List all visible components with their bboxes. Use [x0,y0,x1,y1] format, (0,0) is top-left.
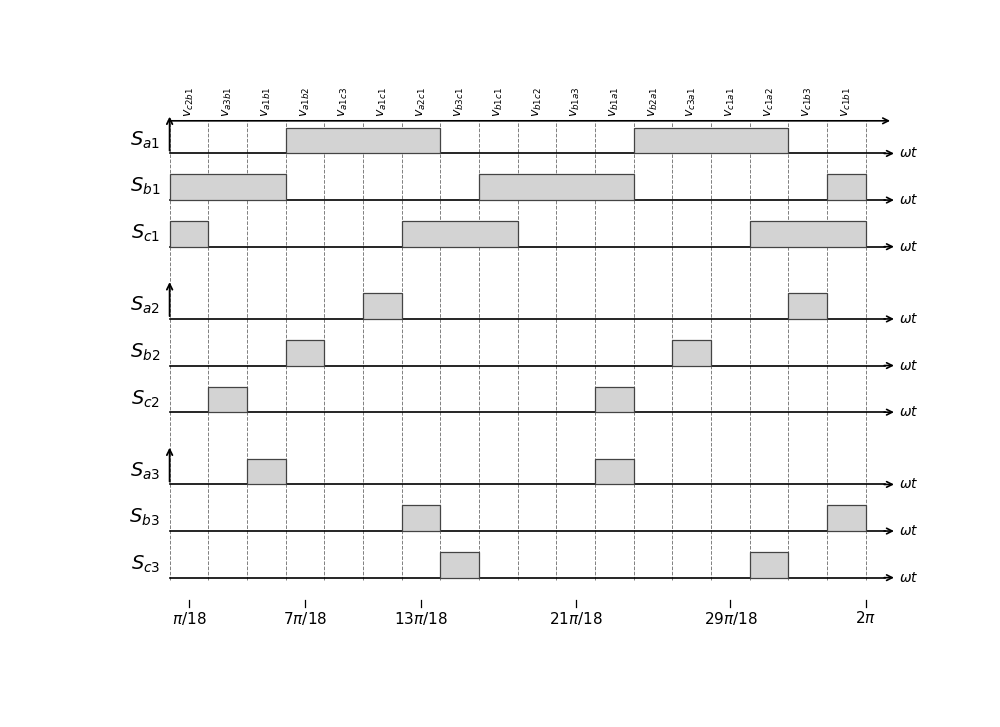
Text: $v_{b3c1}$: $v_{b3c1}$ [453,87,466,117]
Text: $\omega t$: $\omega t$ [899,312,918,326]
Text: $13\pi/18$: $13\pi/18$ [394,610,448,627]
Bar [595,459,634,484]
Text: $\omega t$: $\omega t$ [899,571,918,585]
Text: $v_{c1b1}$: $v_{c1b1}$ [840,87,853,117]
Text: $\mathit{S}_{a1}$: $\mathit{S}_{a1}$ [130,129,160,151]
Bar [286,128,440,153]
Bar [788,293,827,319]
Bar [286,340,324,366]
Text: $\pi/18$: $\pi/18$ [172,610,206,627]
Text: $\mathit{S}_{b1}$: $\mathit{S}_{b1}$ [130,176,160,198]
Text: $\omega t$: $\omega t$ [899,193,918,207]
Text: $v_{c1b3}$: $v_{c1b3}$ [801,87,814,117]
Bar [634,128,788,153]
Text: $2\pi$: $2\pi$ [855,610,876,626]
Text: $v_{a1c1}$: $v_{a1c1}$ [376,87,389,117]
Text: $\mathit{S}_{c2}$: $\mathit{S}_{c2}$ [131,388,160,409]
Text: $\mathit{S}_{b3}$: $\mathit{S}_{b3}$ [129,507,160,529]
Bar [402,221,518,246]
Bar [827,174,866,200]
Text: $\omega t$: $\omega t$ [899,478,918,491]
Text: $\omega t$: $\omega t$ [899,405,918,419]
Bar [363,293,402,319]
Text: $7\pi/18$: $7\pi/18$ [283,610,327,627]
Text: $v_{c1a2}$: $v_{c1a2}$ [763,87,776,117]
Text: $29\pi/18$: $29\pi/18$ [704,610,757,627]
Bar [247,459,286,484]
Text: $v_{b1c1}$: $v_{b1c1}$ [492,87,505,117]
Text: $\mathit{S}_{c3}$: $\mathit{S}_{c3}$ [131,554,160,575]
Text: $21\pi/18$: $21\pi/18$ [549,610,603,627]
Bar [402,505,440,531]
Text: $v_{b1c2}$: $v_{b1c2}$ [531,87,544,117]
Text: $v_{a1c3}$: $v_{a1c3}$ [337,87,350,117]
Bar [827,505,866,531]
Bar [479,174,634,200]
Bar [672,340,711,366]
Bar [750,552,788,578]
Text: $\omega t$: $\omega t$ [899,146,918,161]
Text: $v_{a1b2}$: $v_{a1b2}$ [298,87,312,117]
Text: $\mathit{S}_{c1}$: $\mathit{S}_{c1}$ [131,222,160,244]
Bar [208,387,247,412]
Bar [170,174,286,200]
Bar [440,552,479,578]
Text: $\omega t$: $\omega t$ [899,524,918,538]
Text: $\omega t$: $\omega t$ [899,358,918,372]
Text: $\mathit{S}_{b2}$: $\mathit{S}_{b2}$ [130,342,160,363]
Text: $\omega t$: $\omega t$ [899,240,918,254]
Text: $\mathit{S}_{a3}$: $\mathit{S}_{a3}$ [130,461,160,482]
Text: $v_{c2b1}$: $v_{c2b1}$ [182,87,196,117]
Text: $v_{c3a1}$: $v_{c3a1}$ [685,87,698,117]
Text: $v_{b2a1}$: $v_{b2a1}$ [647,87,660,117]
Text: $v_{a3b1}$: $v_{a3b1}$ [221,87,234,117]
Text: $v_{a1b1}$: $v_{a1b1}$ [260,87,273,117]
Text: $v_{b1a1}$: $v_{b1a1}$ [608,87,621,117]
Text: $v_{c1a1}$: $v_{c1a1}$ [724,87,737,117]
Bar [595,387,634,412]
Text: $\mathit{S}_{a2}$: $\mathit{S}_{a2}$ [130,295,160,316]
Bar [170,221,208,246]
Bar [750,221,866,246]
Text: $v_{a2c1}$: $v_{a2c1}$ [414,87,428,117]
Text: $v_{b1a3}$: $v_{b1a3}$ [569,87,582,117]
